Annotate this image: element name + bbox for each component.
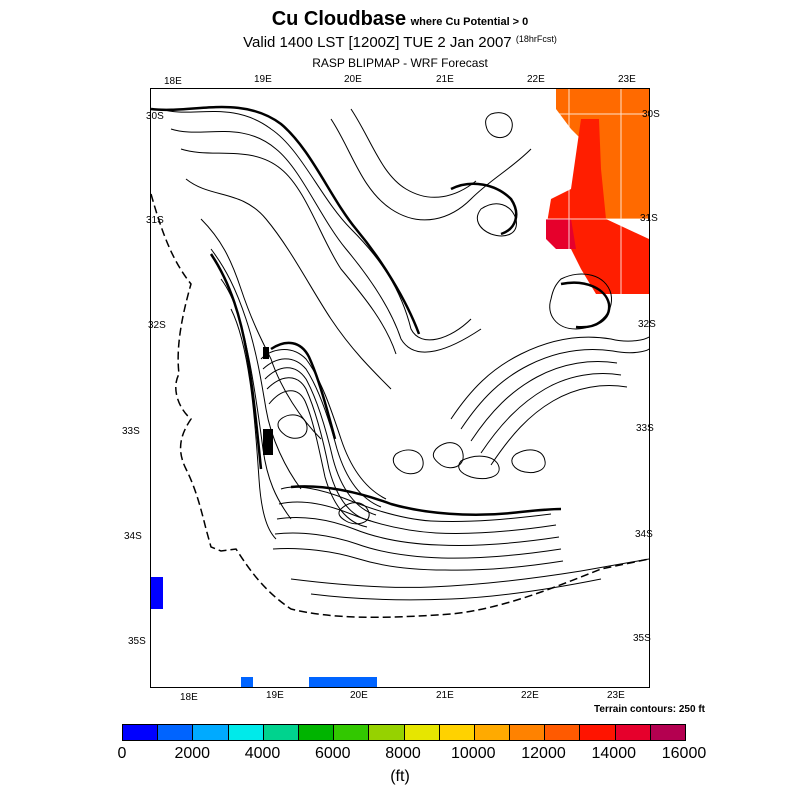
colorbar-tick-label: 6000: [314, 745, 351, 762]
lon-label-top-18e: 18E: [164, 76, 182, 87]
colorbar-tick-label: 16000: [661, 745, 707, 762]
colorbar-swatch-0: [123, 725, 159, 740]
colorbar-swatch-10: [474, 725, 511, 740]
cloudbase-blue-area-west: [151, 577, 163, 609]
lon-label-bottom-22e: 22E: [521, 690, 539, 701]
grid-overlay: [546, 89, 649, 294]
map-title: Cu Cloudbase where Cu Potential > 0: [0, 8, 800, 31]
lon-label-bottom-18e: 18E: [180, 692, 198, 703]
colorbar-swatch-13: [580, 725, 616, 740]
colorbar-swatch-12: [545, 725, 581, 740]
colorbar-swatch-14: [615, 725, 651, 740]
colorbar-swatch-4: [263, 725, 299, 740]
colorbar: [122, 724, 686, 741]
terrain-contours-bold: [151, 105, 611, 516]
lat-label-left-34s: 34S: [124, 531, 142, 542]
colorbar-swatch-8: [404, 725, 440, 740]
lon-label-bottom-19e: 19E: [266, 690, 284, 701]
colorbar-tick-label: 8000: [385, 745, 421, 762]
colorbar-swatch-7: [369, 725, 405, 740]
lat-label-right-35s: 35S: [633, 633, 651, 644]
lat-label-left-31s: 31S: [146, 215, 164, 226]
lon-label-top-21e: 21E: [436, 74, 454, 85]
cloudbase-darkred-area: [546, 219, 576, 249]
cloudbase-orange-area: [556, 89, 649, 219]
cloudbase-blue-area-south-1: [241, 677, 253, 687]
colorbar-swatch-1: [158, 725, 194, 740]
lat-label-right-32s: 32S: [638, 319, 656, 330]
colorbar-swatch-15: [650, 725, 685, 740]
title-note: where Cu Potential > 0: [410, 16, 529, 28]
colorbar-swatch-5: [298, 725, 335, 740]
cloudbase-blue-area-south-2: [309, 677, 377, 687]
colorbar-swatch-3: [228, 725, 264, 740]
lon-label-bottom-23e: 23E: [607, 690, 625, 701]
lat-label-left-33s: 33S: [122, 426, 140, 437]
lat-label-right-33s: 33S: [636, 423, 654, 434]
terrain-contour-note: Terrain contours: 250 ft: [594, 704, 705, 715]
valid-time: Valid 1400 LST [1200Z] TUE 2 Jan 2007 (1…: [0, 34, 800, 51]
colorbar-units: (ft): [390, 768, 410, 785]
colorbar-tick-label: 14000: [591, 745, 637, 762]
lon-label-top-23e: 23E: [618, 74, 636, 85]
colorbar-swatch-11: [510, 725, 546, 740]
colorbar-tick-label: 4000: [244, 745, 281, 762]
colorbar-swatch-6: [334, 725, 370, 740]
map-area: 18E 19E 20E 21E 22E 23E: [150, 88, 650, 688]
colorbar-tick-label: 12000: [521, 745, 566, 762]
valid-text: Valid 1400 LST [1200Z] TUE 2 Jan 2007: [243, 34, 512, 51]
lat-label-left-35s: 35S: [128, 636, 146, 647]
colorbar-swatch-2: [193, 725, 229, 740]
lat-label-right-31s: 31S: [640, 213, 658, 224]
title-main: Cu Cloudbase: [271, 8, 407, 30]
coastline: [151, 193, 649, 619]
lon-label-top-22e: 22E: [527, 74, 545, 85]
lat-label-left-30s: 30S: [146, 111, 164, 122]
lon-label-bottom-21e: 21E: [436, 690, 454, 701]
lon-label-bottom-20e: 20E: [350, 690, 368, 701]
cloudbase-fill: [151, 89, 649, 687]
colorbar-tick-label: 0: [117, 745, 127, 762]
lat-label-left-32s: 32S: [148, 320, 166, 331]
lat-label-right-34s: 34S: [635, 529, 653, 540]
map-svg: [151, 89, 649, 687]
colorbar-tick-label: 10000: [451, 745, 496, 762]
colorbar-tick-label: 2000: [174, 745, 211, 762]
subtitle: RASP BLIPMAP - WRF Forecast: [312, 56, 488, 70]
cloudbase-red-area: [546, 119, 649, 294]
lon-label-top-19e: 19E: [254, 74, 272, 85]
forecast-hours: (18hrFcst): [515, 34, 557, 44]
lon-label-top-20e: 20E: [344, 74, 362, 85]
lat-label-right-30s: 30S: [642, 109, 660, 120]
colorbar-swatch-9: [439, 725, 475, 740]
